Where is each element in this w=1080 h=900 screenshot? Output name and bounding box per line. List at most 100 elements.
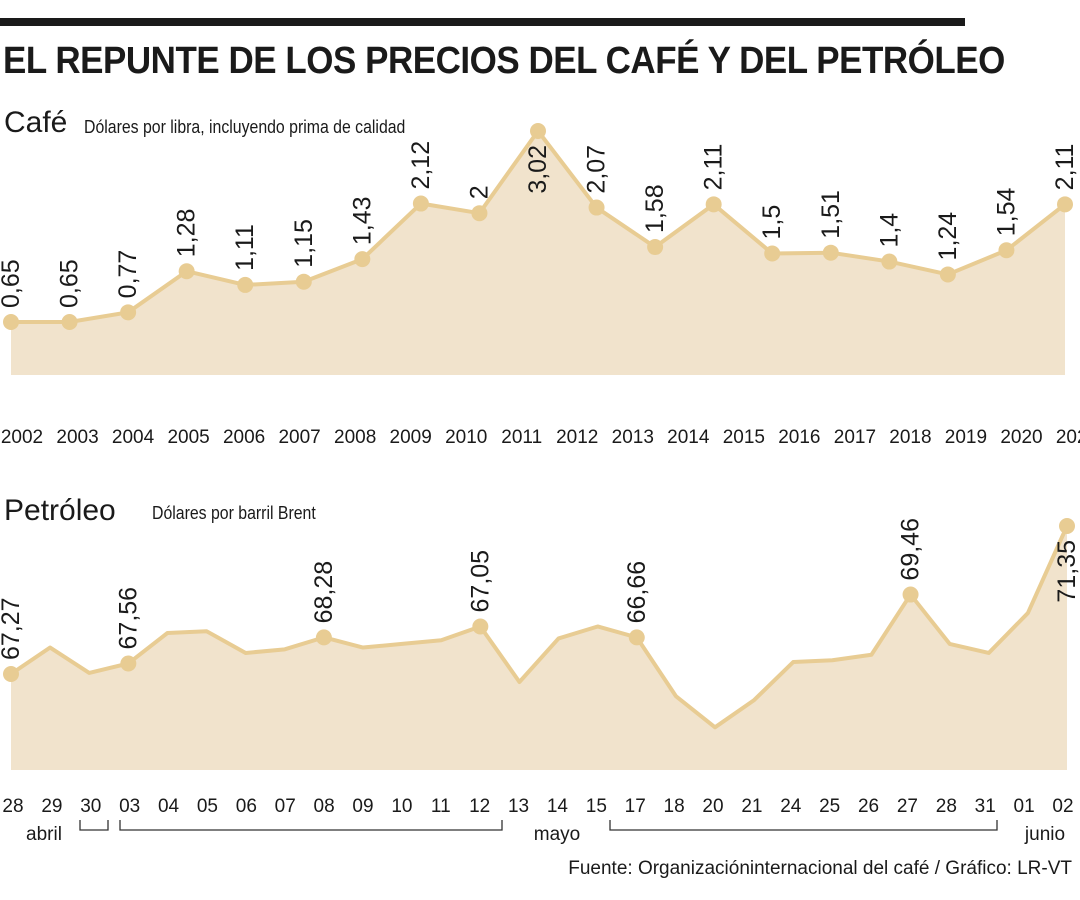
coffee-year-tick: 2014 — [667, 427, 710, 448]
coffee-value-label: 1,28 — [173, 209, 201, 258]
coffee-year-tick: 2019 — [945, 427, 987, 448]
coffee-point — [705, 196, 722, 213]
coffee-value-label: 0,65 — [56, 259, 84, 308]
coffee-value-label: 1,43 — [348, 196, 376, 245]
oil-day-tick: 05 — [197, 796, 218, 817]
coffee-value-label: 2,12 — [407, 141, 435, 190]
oil-area — [11, 526, 1067, 770]
coffee-year-tick: 2015 — [723, 427, 765, 448]
oil-day-tick: 10 — [391, 796, 412, 817]
oil-day-tick: 12 — [469, 796, 490, 817]
coffee-year-tick: 2009 — [390, 427, 432, 448]
oil-day-tick: 13 — [508, 796, 529, 817]
coffee-year-tick: 2016 — [778, 427, 820, 448]
coffee-value-label: 1,15 — [290, 219, 318, 268]
coffee-value-label: 1,4 — [875, 213, 903, 248]
oil-month-bracket — [119, 820, 503, 831]
coffee-value-label: 3,02 — [524, 145, 552, 194]
oil-day-tick: 20 — [702, 796, 723, 817]
coffee-value-label: 1,54 — [992, 188, 1020, 237]
oil-value-label: 69,46 — [897, 518, 925, 581]
oil-chart-title: Petróleo — [4, 494, 116, 527]
coffee-point — [939, 266, 956, 283]
coffee-year-tick: 2018 — [889, 427, 931, 448]
coffee-year-tick: 2017 — [834, 427, 876, 448]
coffee-point — [881, 253, 898, 270]
coffee-value-label: 1,24 — [934, 212, 962, 261]
oil-day-tick: 06 — [236, 796, 257, 817]
coffee-value-label: 0,65 — [0, 259, 25, 308]
coffee-point — [647, 239, 664, 256]
oil-day-tick: 18 — [664, 796, 685, 817]
coffee-value-label: 2,07 — [583, 145, 611, 194]
coffee-year-tick: 2011 — [501, 427, 542, 448]
coffee-value-label: 0,77 — [114, 250, 142, 299]
coffee-value-label: 1,5 — [758, 205, 786, 240]
oil-day-tick: 17 — [625, 796, 646, 817]
oil-day-tick: 30 — [80, 796, 101, 817]
oil-day-tick: 09 — [352, 796, 373, 817]
oil-day-tick: 14 — [547, 796, 569, 817]
coffee-year-tick: 2006 — [223, 427, 265, 448]
oil-day-tick: 25 — [819, 796, 840, 817]
coffee-value-label: 1,11 — [231, 224, 259, 271]
coffee-year-tick: 2020 — [1000, 427, 1042, 448]
oil-day-tick: 07 — [275, 796, 296, 817]
coffee-year-tick: 2010 — [445, 427, 487, 448]
source-note: Fuente: Organizacióninternacional del ca… — [568, 858, 1072, 879]
oil-point — [1059, 518, 1075, 534]
coffee-year-tick: 2003 — [56, 427, 98, 448]
oil-month-bracket — [609, 820, 998, 831]
oil-day-tick: 11 — [431, 796, 451, 817]
coffee-value-label: 2 — [465, 185, 493, 199]
coffee-value-label: 1,51 — [817, 190, 845, 239]
oil-month-bracket — [79, 820, 109, 831]
oil-point — [628, 629, 645, 646]
coffee-year-tick: 2013 — [612, 427, 654, 448]
oil-point — [3, 666, 19, 682]
coffee-point — [471, 205, 488, 222]
coffee-year-tick: 2008 — [334, 427, 376, 448]
coffee-point — [1057, 196, 1073, 213]
coffee-point — [237, 276, 254, 293]
oil-month-label: abril — [26, 824, 62, 845]
coffee-point — [120, 304, 137, 321]
oil-line — [9, 525, 1069, 730]
coffee-point — [61, 314, 78, 330]
coffee-year-tick: 2005 — [167, 427, 209, 448]
coffee-point — [354, 251, 371, 268]
coffee-point — [3, 314, 19, 330]
coffee-value-label: 1,58 — [641, 184, 669, 233]
oil-value-label: 66,66 — [623, 561, 651, 624]
coffee-value-label: 2,11 — [700, 144, 728, 191]
coffee-point — [295, 273, 312, 290]
oil-value-label: 68,28 — [310, 561, 338, 624]
coffee-year-tick: 2012 — [556, 427, 598, 448]
oil-day-tick: 01 — [1014, 796, 1035, 817]
oil-value-label: 71,35 — [1053, 540, 1080, 603]
oil-day-tick: 24 — [780, 796, 802, 817]
coffee-chart-unit: Dólares por libra, incluyendo prima de c… — [84, 117, 406, 137]
coffee-year-tick: 2004 — [112, 427, 155, 448]
oil-value-label: 67,27 — [0, 597, 25, 660]
oil-month-label: mayo — [534, 824, 580, 845]
coffee-value-label: 2,11 — [1051, 144, 1079, 191]
oil-point — [315, 629, 332, 646]
oil-day-tick: 15 — [586, 796, 607, 817]
oil-day-tick: 28 — [936, 796, 957, 817]
headline: EL REPUNTE DE LOS PRECIOS DEL CAFÉ Y DEL… — [3, 40, 1005, 82]
coffee-chart: 0,65 0,65 0,77 1,28 1,11 1,15 1,43 2,12 2 3,02 2,0… — [0, 123, 1080, 448]
coffee-point — [412, 195, 429, 212]
oil-day-tick: 04 — [158, 796, 180, 817]
oil-point — [472, 618, 489, 635]
coffee-point — [822, 244, 839, 261]
oil-day-tick: 03 — [119, 796, 140, 817]
coffee-point — [178, 263, 195, 280]
oil-day-tick: 28 — [2, 796, 23, 817]
coffee-area — [11, 131, 1065, 375]
oil-day-tick: 27 — [897, 796, 918, 817]
oil-value-label: 67,05 — [466, 550, 494, 613]
oil-day-tick: 02 — [1052, 796, 1073, 817]
oil-point — [902, 586, 919, 603]
